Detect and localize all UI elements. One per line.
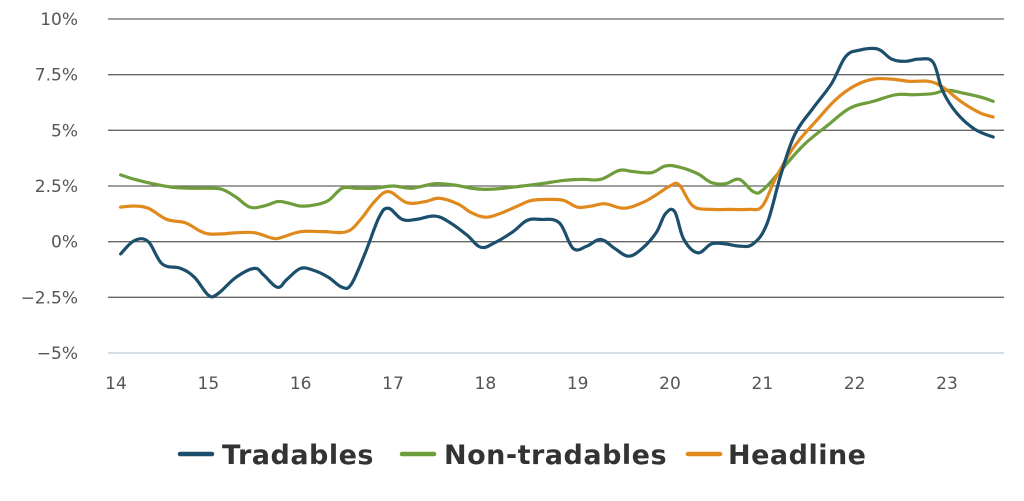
- x-tick-label: 22: [844, 374, 866, 394]
- y-tick-label: 2.5%: [35, 177, 78, 197]
- x-axis-tick-labels: 14 15 16 17 18 19 20 21 22 23: [105, 374, 958, 394]
- legend-label-non-tradables: Non-tradables: [444, 440, 667, 471]
- y-tick-label: 5%: [51, 121, 78, 141]
- x-tick-label: 23: [936, 374, 958, 394]
- y-tick-label: −2.5%: [21, 288, 78, 308]
- y-tick-label: 7.5%: [35, 66, 78, 86]
- x-tick-label: 15: [198, 374, 220, 394]
- x-tick-label: 18: [475, 374, 497, 394]
- x-tick-label: 14: [105, 374, 127, 394]
- x-tick-label: 17: [382, 374, 404, 394]
- x-tick-label: 21: [752, 374, 774, 394]
- y-tick-label: 10%: [40, 10, 78, 30]
- series-line-non-tradables: [119, 88, 995, 210]
- x-tick-label: 16: [290, 374, 312, 394]
- legend-label-tradables: Tradables: [222, 440, 374, 471]
- series-line-headline: [119, 76, 995, 241]
- legend-label-headline: Headline: [728, 440, 867, 471]
- y-tick-label: −5%: [37, 344, 78, 364]
- y-tick-label: 0%: [51, 233, 78, 253]
- x-tick-label: 19: [567, 374, 589, 394]
- x-tick-label: 20: [659, 374, 681, 394]
- series-lines: [119, 46, 995, 299]
- series-line-tradables: [119, 46, 995, 299]
- y-axis-tick-labels: 10% 7.5% 5% 2.5% 0% −2.5% −5%: [21, 10, 78, 364]
- grid-lines: [108, 18, 1004, 354]
- legend: Tradables Non-tradables Headline: [177, 440, 867, 471]
